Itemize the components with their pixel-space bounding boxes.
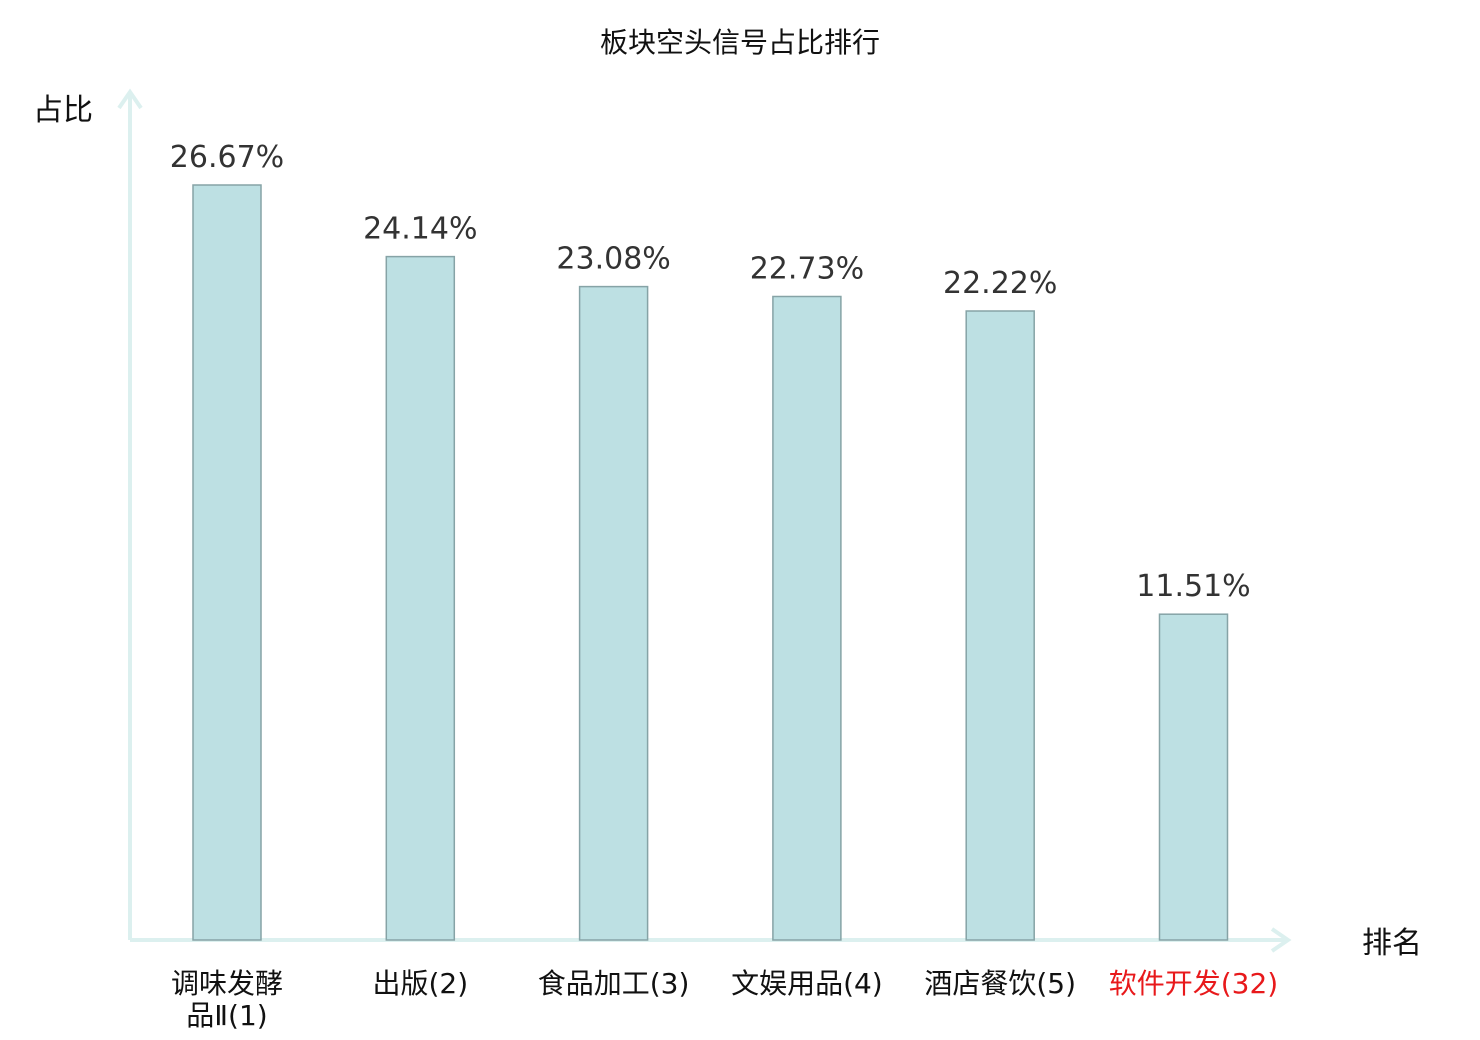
x-tick-label: 酒店餐饮(5) bbox=[924, 967, 1076, 1000]
bar-value-label: 11.51% bbox=[1136, 569, 1250, 604]
x-tick-label: 软件开发(32) bbox=[1109, 967, 1278, 1000]
bar-value-label: 22.73% bbox=[750, 252, 864, 287]
bar-value-label: 26.67% bbox=[170, 140, 284, 175]
y-axis-label: 占比 bbox=[33, 93, 93, 128]
x-tick-label: 出版(2) bbox=[372, 967, 468, 1000]
bar bbox=[192, 184, 262, 941]
x-axis-arrow bbox=[1270, 927, 1292, 953]
bar bbox=[578, 285, 649, 941]
bar-value-label: 24.14% bbox=[363, 212, 477, 247]
bar bbox=[1158, 613, 1229, 941]
bar bbox=[772, 295, 842, 941]
x-tick-label: 品Ⅱ(1) bbox=[186, 999, 267, 1032]
y-axis-arrow bbox=[117, 88, 143, 110]
x-axis-label: 排名 bbox=[1362, 926, 1422, 961]
chart-title: 板块空头信号占比排行 bbox=[600, 26, 880, 59]
bar-value-label: 22.22% bbox=[943, 266, 1057, 301]
bar bbox=[385, 255, 456, 941]
x-tick-label: 食品加工(3) bbox=[538, 967, 690, 1000]
bar bbox=[965, 310, 1035, 941]
bar-value-label: 23.08% bbox=[556, 242, 670, 277]
x-tick-label: 调味发酵 bbox=[171, 967, 283, 1000]
x-tick-label: 文娱用品(4) bbox=[731, 967, 883, 1000]
